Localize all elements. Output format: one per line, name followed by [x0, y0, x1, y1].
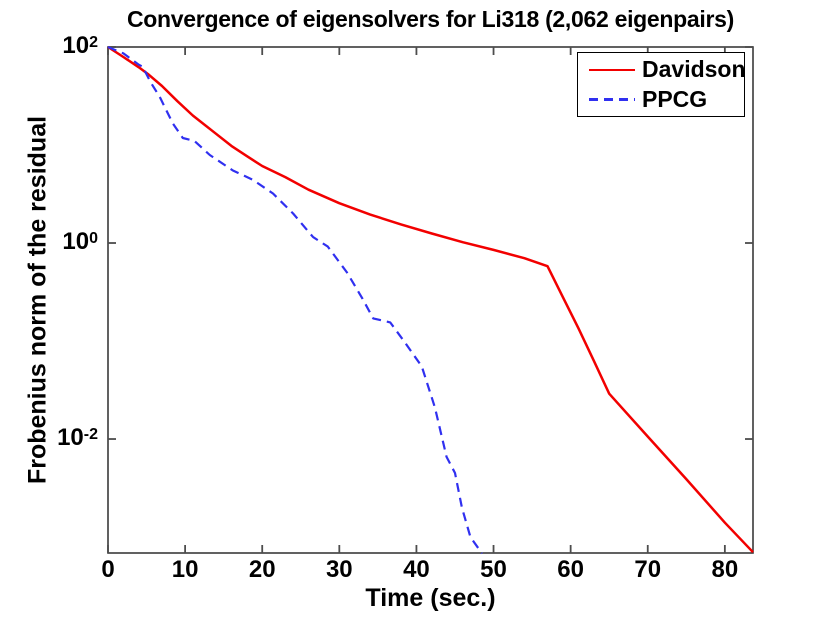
- x-tick-label: 30: [325, 556, 353, 583]
- ppcg-line-sample: [589, 98, 635, 101]
- ppcg-line: [107, 45, 483, 555]
- legend: Davidson PPCG: [577, 52, 746, 117]
- y-tick-label: 10-2: [57, 424, 98, 452]
- y-tick-label: 100: [62, 228, 98, 255]
- x-axis-label: Time (sec.): [365, 584, 496, 612]
- legend-entry-ppcg: PPCG: [578, 86, 744, 113]
- x-tick-label: 0: [101, 556, 115, 583]
- legend-label-ppcg: PPCG: [642, 86, 708, 112]
- x-tick-label: 20: [248, 556, 276, 583]
- chart-title: Convergence of eigensolvers for Li318 (2…: [127, 6, 734, 32]
- davidson-line: [107, 45, 754, 554]
- axis-box: [107, 46, 754, 554]
- x-tick-label: 50: [480, 556, 507, 583]
- x-tick-label: 40: [403, 556, 430, 583]
- x-tick-label: 80: [711, 556, 739, 583]
- legend-label-davidson: Davidson: [642, 56, 746, 82]
- x-tick-label: 10: [171, 556, 199, 583]
- davidson-line-sample: [589, 68, 635, 71]
- x-tick-label: 70: [634, 556, 662, 583]
- legend-entry-davidson: Davidson: [578, 56, 746, 83]
- x-tick-label: 60: [557, 556, 584, 583]
- y-tick-label: 102: [62, 32, 98, 59]
